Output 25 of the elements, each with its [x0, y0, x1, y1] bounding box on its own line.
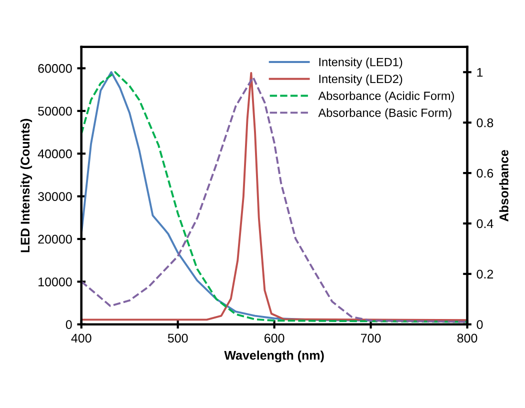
y-tick-label: 20000: [38, 234, 72, 244]
x-axis-title: Wavelength (nm): [224, 350, 324, 362]
y-tick-label: 10000: [38, 277, 72, 286]
y2-axis-title: Absorbance: [499, 150, 508, 222]
y-tick-label: 30000: [38, 192, 72, 201]
y2-tick-label: 0: [476, 320, 483, 330]
y-axis-title: LED Intensity (Counts): [20, 118, 32, 252]
y2-tick-label: 0.6: [476, 168, 494, 178]
x-tick-label: 700: [360, 334, 381, 343]
legend-label: Intensity (LED2): [319, 74, 402, 86]
x-tick-label: 600: [264, 334, 284, 343]
legend-label: Intensity (LED1): [319, 58, 402, 69]
y2-tick-label: 0.2: [476, 270, 494, 279]
y-tick-label: 0: [66, 320, 72, 330]
legend-label: Absorbance (Acidic Form): [318, 91, 454, 102]
legend-label: Absorbance (Basic Form): [318, 108, 452, 120]
y2-tick-label: 1: [477, 68, 483, 77]
x-tick-label: 800: [457, 334, 478, 343]
y2-tick-label: 0.4: [476, 219, 494, 228]
x-tick-label: 500: [168, 334, 188, 343]
y-tick-label: 50000: [38, 106, 72, 116]
y-tick-label: 40000: [38, 149, 72, 158]
y2-tick-label: 0.8: [476, 118, 494, 128]
y-tick-label: 60000: [38, 64, 72, 73]
x-tick-label: 400: [71, 334, 92, 343]
